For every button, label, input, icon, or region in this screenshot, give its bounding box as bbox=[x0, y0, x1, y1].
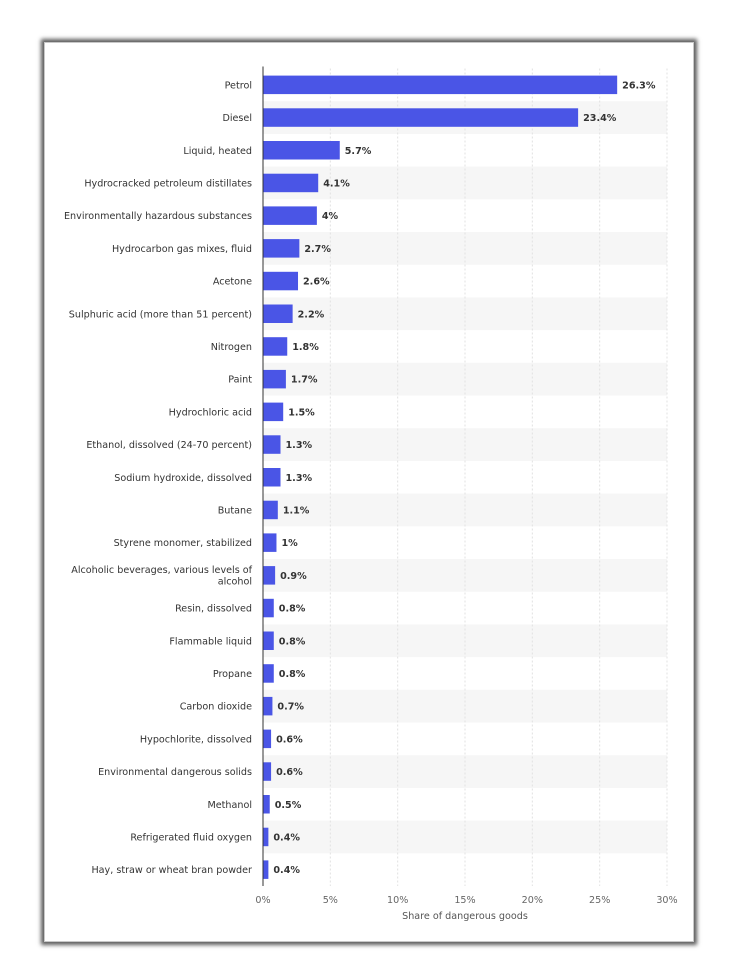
category-label: Hypochlorite, dissolved bbox=[140, 734, 252, 745]
value-label: 0.4% bbox=[273, 865, 300, 876]
value-label: 23.4% bbox=[583, 113, 617, 124]
value-labels: 26.3% 23.4% 5.7% 4.1% 4% 2.7% 2.6% 2.2% 1.8% 1.7%… bbox=[273, 80, 655, 876]
category-label: Refrigerated fluid oxygen bbox=[130, 832, 252, 843]
value-label: 2.2% bbox=[298, 309, 325, 320]
bar bbox=[263, 729, 272, 749]
x-tick-label: 5% bbox=[323, 895, 338, 906]
bar bbox=[263, 173, 319, 193]
category-label: Acetone bbox=[213, 277, 252, 288]
bar bbox=[263, 141, 340, 160]
category-label: Sulphuric acid (more than 51 percent) bbox=[69, 309, 252, 320]
value-label: 0.9% bbox=[280, 571, 307, 582]
value-label: 1.1% bbox=[283, 505, 310, 516]
x-tick-labels: 0% 5% 10% 15% 20% 25% 30% bbox=[255, 895, 677, 906]
value-label: 1.8% bbox=[292, 342, 319, 353]
category-label: Environmental dangerous solids bbox=[98, 767, 252, 778]
bar bbox=[263, 468, 281, 487]
value-label: 4.1% bbox=[323, 178, 350, 189]
category-label: Hydrochloric acid bbox=[169, 407, 252, 418]
bar-chart: Petrol Diesel Liquid, heated Hydrocracked p… bbox=[64, 66, 678, 922]
category-label: Carbon dioxide bbox=[180, 702, 252, 713]
value-label: 5.7% bbox=[345, 146, 372, 157]
value-label: 1% bbox=[281, 538, 298, 549]
category-label: Propane bbox=[213, 669, 252, 680]
bar bbox=[263, 206, 317, 225]
bar bbox=[263, 795, 270, 814]
row-band bbox=[263, 362, 667, 396]
category-label: Flammable liquid bbox=[169, 636, 252, 647]
value-label: 26.3% bbox=[622, 80, 656, 91]
bar bbox=[263, 827, 269, 847]
value-label: 0.8% bbox=[279, 604, 306, 615]
bar bbox=[263, 860, 269, 879]
value-label: 0.7% bbox=[277, 702, 304, 713]
value-label: 0.6% bbox=[276, 734, 303, 745]
bar bbox=[263, 762, 272, 781]
bar bbox=[263, 631, 274, 650]
x-tick-label: 15% bbox=[454, 895, 475, 906]
category-label: Diesel bbox=[222, 113, 252, 124]
row-band bbox=[263, 559, 667, 592]
category-label: Paint bbox=[228, 375, 252, 386]
category-label: Alcoholic beverages, various levels of al… bbox=[71, 565, 252, 588]
bar bbox=[263, 108, 579, 127]
x-tick-label: 30% bbox=[656, 895, 677, 906]
chart-frame: Petrol Diesel Liquid, heated Hydrocracked p… bbox=[44, 42, 694, 942]
x-axis-title: Share of dangerous goods bbox=[402, 911, 528, 922]
category-label: Hydrocarbon gas mixes, fluid bbox=[112, 244, 252, 255]
category-label: Styrene monomer, stabilized bbox=[114, 538, 252, 549]
value-label: 0.8% bbox=[279, 669, 306, 680]
value-label: 2.7% bbox=[304, 244, 331, 255]
bar bbox=[263, 500, 278, 520]
category-label: Petrol bbox=[225, 80, 252, 91]
value-label: 1.5% bbox=[288, 407, 315, 418]
x-tick-label: 10% bbox=[387, 895, 408, 906]
bar bbox=[263, 369, 286, 389]
category-label: Liquid, heated bbox=[183, 146, 252, 157]
value-label: 1.3% bbox=[286, 473, 313, 484]
category-labels: Petrol Diesel Liquid, heated Hydrocracked p… bbox=[64, 80, 253, 876]
value-label: 4% bbox=[322, 211, 339, 222]
value-label: 1.3% bbox=[286, 440, 313, 451]
value-label: 0.8% bbox=[279, 636, 306, 647]
category-label: Hydrocracked petroleum distillates bbox=[84, 178, 252, 189]
bar bbox=[263, 696, 273, 716]
category-label: Resin, dissolved bbox=[175, 604, 252, 615]
bar bbox=[263, 75, 618, 95]
value-label: 0.4% bbox=[273, 832, 300, 843]
value-label: 0.5% bbox=[275, 800, 302, 811]
bar bbox=[263, 239, 300, 258]
category-label: Environmentally hazardous substances bbox=[64, 211, 252, 222]
category-label: Methanol bbox=[207, 800, 252, 811]
category-label: Ethanol, dissolved (24-70 percent) bbox=[86, 440, 252, 451]
category-label: Sodium hydroxide, dissolved bbox=[114, 473, 252, 484]
bar bbox=[263, 598, 274, 618]
value-label: 0.6% bbox=[276, 767, 303, 778]
bars bbox=[263, 75, 618, 879]
category-label: Nitrogen bbox=[211, 342, 252, 353]
category-label: Hay, straw or wheat bran powder bbox=[91, 865, 252, 876]
bar bbox=[263, 402, 284, 422]
x-tick-label: 0% bbox=[255, 895, 270, 906]
category-label: Butane bbox=[218, 505, 252, 516]
bar bbox=[263, 533, 277, 552]
bar bbox=[263, 271, 299, 291]
row-band bbox=[263, 755, 667, 788]
bar bbox=[263, 304, 293, 323]
value-label: 1.7% bbox=[291, 375, 318, 386]
bar bbox=[263, 566, 276, 585]
value-label: 2.6% bbox=[303, 277, 330, 288]
bar bbox=[263, 664, 274, 683]
x-tick-label: 20% bbox=[522, 895, 543, 906]
x-tick-label: 25% bbox=[589, 895, 610, 906]
gridlines bbox=[329, 68, 668, 886]
bar bbox=[263, 337, 288, 356]
bar bbox=[263, 435, 281, 454]
